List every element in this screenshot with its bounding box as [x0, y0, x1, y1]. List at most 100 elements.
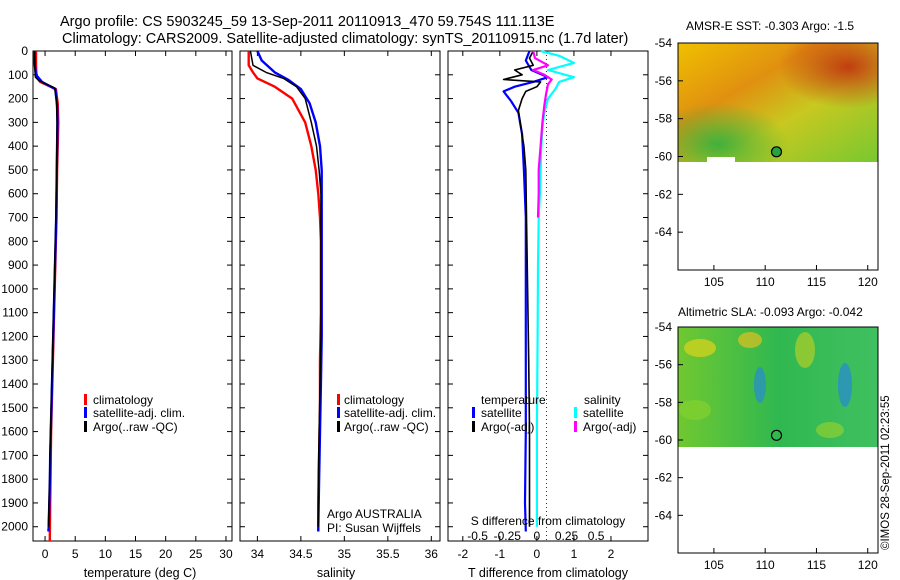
series-line-satellite-adj-clim- [256, 50, 323, 532]
y-tick-label: 1500 [1, 401, 28, 415]
y-tick-label: -54 [655, 36, 673, 50]
x-tick-label: 20 [159, 547, 173, 561]
y-tick-label: 500 [8, 163, 28, 177]
y-tick-label: 1200 [1, 329, 28, 343]
difference-axes [447, 50, 649, 542]
y-tick-label: 1700 [1, 448, 28, 462]
sla-blob [684, 339, 716, 357]
x-tick-label: -1 [495, 547, 506, 561]
y-tick-label: -58 [655, 395, 673, 409]
t-difference-xlabel: T difference from climatology [468, 566, 629, 580]
sla-map-panel: Altimetric SLA: -0.093 Argo: -0.042 105 1… [655, 305, 879, 572]
y-tick-label: 1300 [1, 353, 28, 367]
x-tick-label: 30 [219, 547, 233, 561]
x-tick-label: 10 [99, 547, 113, 561]
y-tick-label: -54 [655, 320, 673, 334]
sla-blob [754, 367, 766, 403]
x-tick-label: 5 [72, 547, 79, 561]
legend-swatch-argo [337, 421, 340, 432]
y-tick-label: 2000 [1, 520, 28, 534]
sla-title: Altimetric SLA: -0.093 Argo: -0.042 [678, 305, 863, 319]
temperature-xlabel: temperature (deg C) [84, 566, 197, 580]
y-tick-label: -56 [655, 358, 673, 372]
legend-label-climatology: climatology [344, 393, 404, 407]
legend-swatch-climatology [84, 394, 87, 405]
sla-x-ticks: 105 110 115 120 [704, 548, 878, 572]
legend-swatch-satellite [337, 407, 340, 418]
x-tick-label: 35.5 [376, 547, 400, 561]
temperature-lines [33, 50, 60, 542]
annotation-pi: PI: Susan Wijffels [327, 521, 421, 535]
x-tick-label: 110 [756, 275, 775, 289]
sla-blob [838, 363, 852, 407]
sla-blob [795, 332, 815, 368]
series-line-s-argo-adj- [532, 50, 553, 218]
y-tick-label: 600 [8, 187, 28, 201]
legend-label-satellite: satellite-adj. clim. [93, 406, 185, 420]
sst-argo-marker [770, 146, 783, 158]
sst-field-cool [678, 43, 878, 162]
sla-blob [816, 422, 844, 438]
y-tick-label: 0 [21, 44, 28, 58]
x-tick-label: -2 [457, 547, 468, 561]
difference-x-ticks: -2 -1 0 1 2 [448, 50, 648, 561]
sla-blob [679, 400, 711, 420]
x-tick-label: 0 [42, 547, 49, 561]
y-tick-label: 400 [8, 139, 28, 153]
x-tick-label: 110 [756, 558, 775, 572]
y-tick-label: -62 [655, 187, 673, 201]
y-tick-label: 1900 [1, 496, 28, 510]
x-tick-label: 15 [129, 547, 143, 561]
x-tick-label: 105 [704, 558, 724, 572]
temperature-panel: 0100200300400500600700800900100011001200… [1, 44, 233, 580]
s-difference-label: S difference from climatology [471, 514, 626, 528]
y-tick-label: -60 [655, 433, 673, 447]
x-tick-label: 36 [425, 547, 439, 561]
temperature-y-ticks: 0 100 200 300 400 500 600 700 800 900 1000 1100 1200… [1, 44, 232, 534]
s-tick-label: -0.5 [467, 529, 488, 543]
x-tick-label: 115 [807, 558, 826, 572]
y-tick-label: 1400 [1, 377, 28, 391]
series-line-t-argo-adj- [502, 50, 542, 527]
sst-title: AMSR-E SST: -0.303 Argo: -1.5 [686, 19, 854, 33]
y-tick-label: -64 [655, 225, 673, 239]
salinity-legend: climatology satellite-adj. clim. Argo(..… [337, 393, 436, 434]
header-line-1: Argo profile: CS 5903245_59 13-Sep-2011 … [60, 14, 555, 30]
sst-map-panel: AMSR-E SST: -0.303 Argo: -1.5 105 110 115 1… [655, 19, 879, 289]
legend-swatch-s-satellite [574, 407, 577, 418]
y-tick-label: -60 [655, 150, 673, 164]
y-tick-label: -56 [655, 74, 673, 88]
y-tick-label: 1000 [1, 282, 28, 296]
sla-y-ticks: -54 -56 -58 -60 -62 -64 [655, 320, 683, 522]
series-line-argo-raw-qc- [249, 50, 322, 527]
salinity-lines [247, 50, 323, 532]
annotation-argo-australia: Argo AUSTRALIA [327, 507, 422, 521]
legend-swatch-argo [84, 421, 87, 432]
temperature-legend: climatology satellite-adj. clim. Argo(..… [84, 393, 185, 434]
difference-lines [502, 49, 576, 532]
sla-field-features [679, 332, 852, 438]
legend-label-t-argo: Argo(-adj) [481, 420, 534, 434]
x-tick-label: 2 [608, 547, 615, 561]
y-tick-label: 200 [8, 92, 28, 106]
y-tick-label: 1100 [2, 306, 28, 320]
legend-title-salinity: salinity [584, 393, 621, 407]
x-tick-label: 34.5 [289, 547, 313, 561]
sst-y-ticks: -54 -56 -58 -60 -62 -64 [655, 36, 683, 239]
x-tick-label: 120 [858, 558, 878, 572]
salinity-x-ticks: 34 34.5 35 35.5 36 [240, 50, 440, 561]
legend-label-climatology: climatology [93, 393, 153, 407]
legend-label-s-satellite: satellite [583, 406, 624, 420]
legend-title-temperature: temperature [481, 393, 546, 407]
legend-label-satellite: satellite-adj. clim. [344, 406, 436, 420]
legend-label-argo: Argo(..raw -QC) [344, 420, 429, 434]
x-tick-label: 35 [338, 547, 352, 561]
legend-swatch-t-argo [472, 421, 475, 432]
x-tick-label: 105 [704, 275, 724, 289]
x-tick-label: 115 [807, 275, 826, 289]
legend-swatch-s-argo [574, 421, 577, 432]
x-tick-label: 0 [534, 547, 541, 561]
y-tick-label: 300 [8, 115, 28, 129]
y-tick-label: 1800 [1, 472, 28, 486]
y-tick-label: 1600 [1, 425, 28, 439]
